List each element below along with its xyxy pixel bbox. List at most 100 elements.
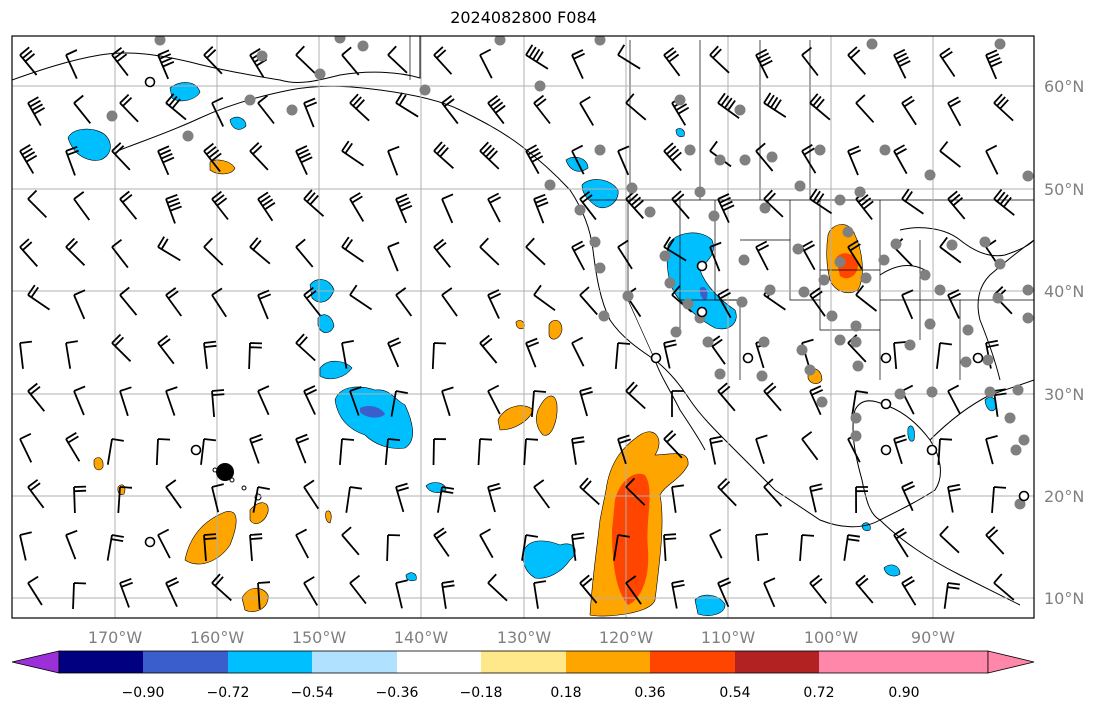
wind-barb xyxy=(525,337,540,368)
lon-label: 110°W xyxy=(701,628,756,647)
wind-barb xyxy=(341,46,360,76)
wind-barb xyxy=(211,190,229,221)
station-dot xyxy=(494,36,506,46)
wind-barb xyxy=(165,386,178,416)
wind-barb xyxy=(487,573,508,602)
wind-barb xyxy=(203,533,217,561)
wind-barb xyxy=(663,533,677,561)
wind-barb xyxy=(763,382,782,412)
wind-barb xyxy=(119,577,134,608)
wind-barb xyxy=(617,44,641,70)
wind-barb xyxy=(432,438,447,466)
wind-barb xyxy=(617,145,630,176)
wind-barb xyxy=(249,142,269,171)
wind-barb xyxy=(755,142,774,172)
wind-barb xyxy=(303,97,318,128)
station-dot xyxy=(984,386,996,398)
wind-barb xyxy=(847,145,862,176)
station-dot xyxy=(622,290,634,302)
wind-barb xyxy=(993,93,1014,122)
map-frame xyxy=(11,35,1035,619)
station-dot xyxy=(804,364,816,376)
colorbar-tick-label: 0.36 xyxy=(634,685,665,701)
station-dot xyxy=(854,186,866,198)
station-dot xyxy=(1012,384,1024,396)
map-title: 2024082800 F084 xyxy=(450,8,597,27)
colorbar-cell xyxy=(650,651,735,673)
wind-barb xyxy=(901,481,915,512)
wind-barb xyxy=(384,438,401,465)
station-dot xyxy=(714,368,726,380)
wind-barb xyxy=(533,193,549,224)
wind-barb xyxy=(533,94,551,125)
wind-barb xyxy=(717,477,737,507)
wind-barb xyxy=(165,577,179,607)
latitude-labels: 60°N 50°N 40°N 30°N 20°N 10°N xyxy=(1044,77,1084,608)
station-dot xyxy=(834,256,846,268)
colorbar: −0.90 −0.72 −0.54 −0.36 −0.18 0.18 0.36 … xyxy=(11,650,1035,701)
wind-barb xyxy=(717,577,732,608)
wind-barb xyxy=(855,94,875,123)
wind-barb xyxy=(339,438,355,465)
wind-barb xyxy=(893,144,908,175)
station-dot xyxy=(792,243,804,255)
calm-station-marker xyxy=(1018,490,1030,502)
wind-barb xyxy=(203,142,222,172)
station-dot xyxy=(734,104,746,116)
wind-barb xyxy=(119,190,138,220)
station-dot xyxy=(674,94,686,106)
wind-barb xyxy=(257,581,271,609)
wind-barb xyxy=(671,579,685,609)
wind-barb xyxy=(257,385,270,416)
wind-barb xyxy=(847,46,867,76)
wind-barb xyxy=(985,526,1005,555)
wind-barb xyxy=(441,94,459,125)
wind-barb xyxy=(625,477,646,506)
wind-barb xyxy=(901,576,917,606)
wind-barb xyxy=(19,46,38,76)
colorbar-cell xyxy=(228,651,312,673)
wind-barb xyxy=(165,479,182,509)
calm-station-marker xyxy=(144,76,156,88)
station-dot xyxy=(739,154,751,166)
wind-barb xyxy=(106,438,124,465)
wind-barb xyxy=(27,382,46,412)
station-dot xyxy=(759,202,771,214)
wind-barb xyxy=(157,334,175,365)
wind-barb xyxy=(525,44,549,70)
station-dot xyxy=(594,36,606,46)
wind-barb xyxy=(617,434,631,465)
station-dot xyxy=(919,269,931,281)
longitude-labels: 170°W 160°W 150°W 140°W 130°W 120°W 110°… xyxy=(88,628,955,647)
wind-barb xyxy=(477,438,493,466)
wind-barb xyxy=(349,386,362,416)
colorbar-extend-min xyxy=(11,650,60,674)
wind-barb xyxy=(801,240,816,271)
map-plot-area xyxy=(12,36,1034,618)
wind-barb xyxy=(437,486,455,513)
wind-barb xyxy=(295,528,309,559)
station-dot xyxy=(694,186,706,198)
station-dot xyxy=(314,68,326,80)
calm-station-marker xyxy=(742,352,754,364)
wind-barb xyxy=(73,94,92,124)
station-dot xyxy=(594,144,606,156)
wind-barb xyxy=(717,92,740,119)
station-dot xyxy=(794,180,806,192)
station-dot xyxy=(850,336,862,348)
wind-barb xyxy=(579,190,597,221)
wind-barb xyxy=(27,575,43,606)
wind-barb xyxy=(533,479,551,509)
wind-barb xyxy=(295,145,313,175)
wind-barb xyxy=(901,188,924,215)
wind-barb xyxy=(106,534,124,561)
wind-barb xyxy=(203,46,223,75)
calm-station-marker xyxy=(880,444,892,456)
wind-barb xyxy=(709,45,730,74)
wind-barb xyxy=(27,479,45,509)
wind-barb xyxy=(571,532,585,561)
wind-barb xyxy=(801,144,817,174)
wind-barb xyxy=(939,525,960,554)
station-dot xyxy=(834,334,846,346)
wind-barb xyxy=(893,341,907,369)
